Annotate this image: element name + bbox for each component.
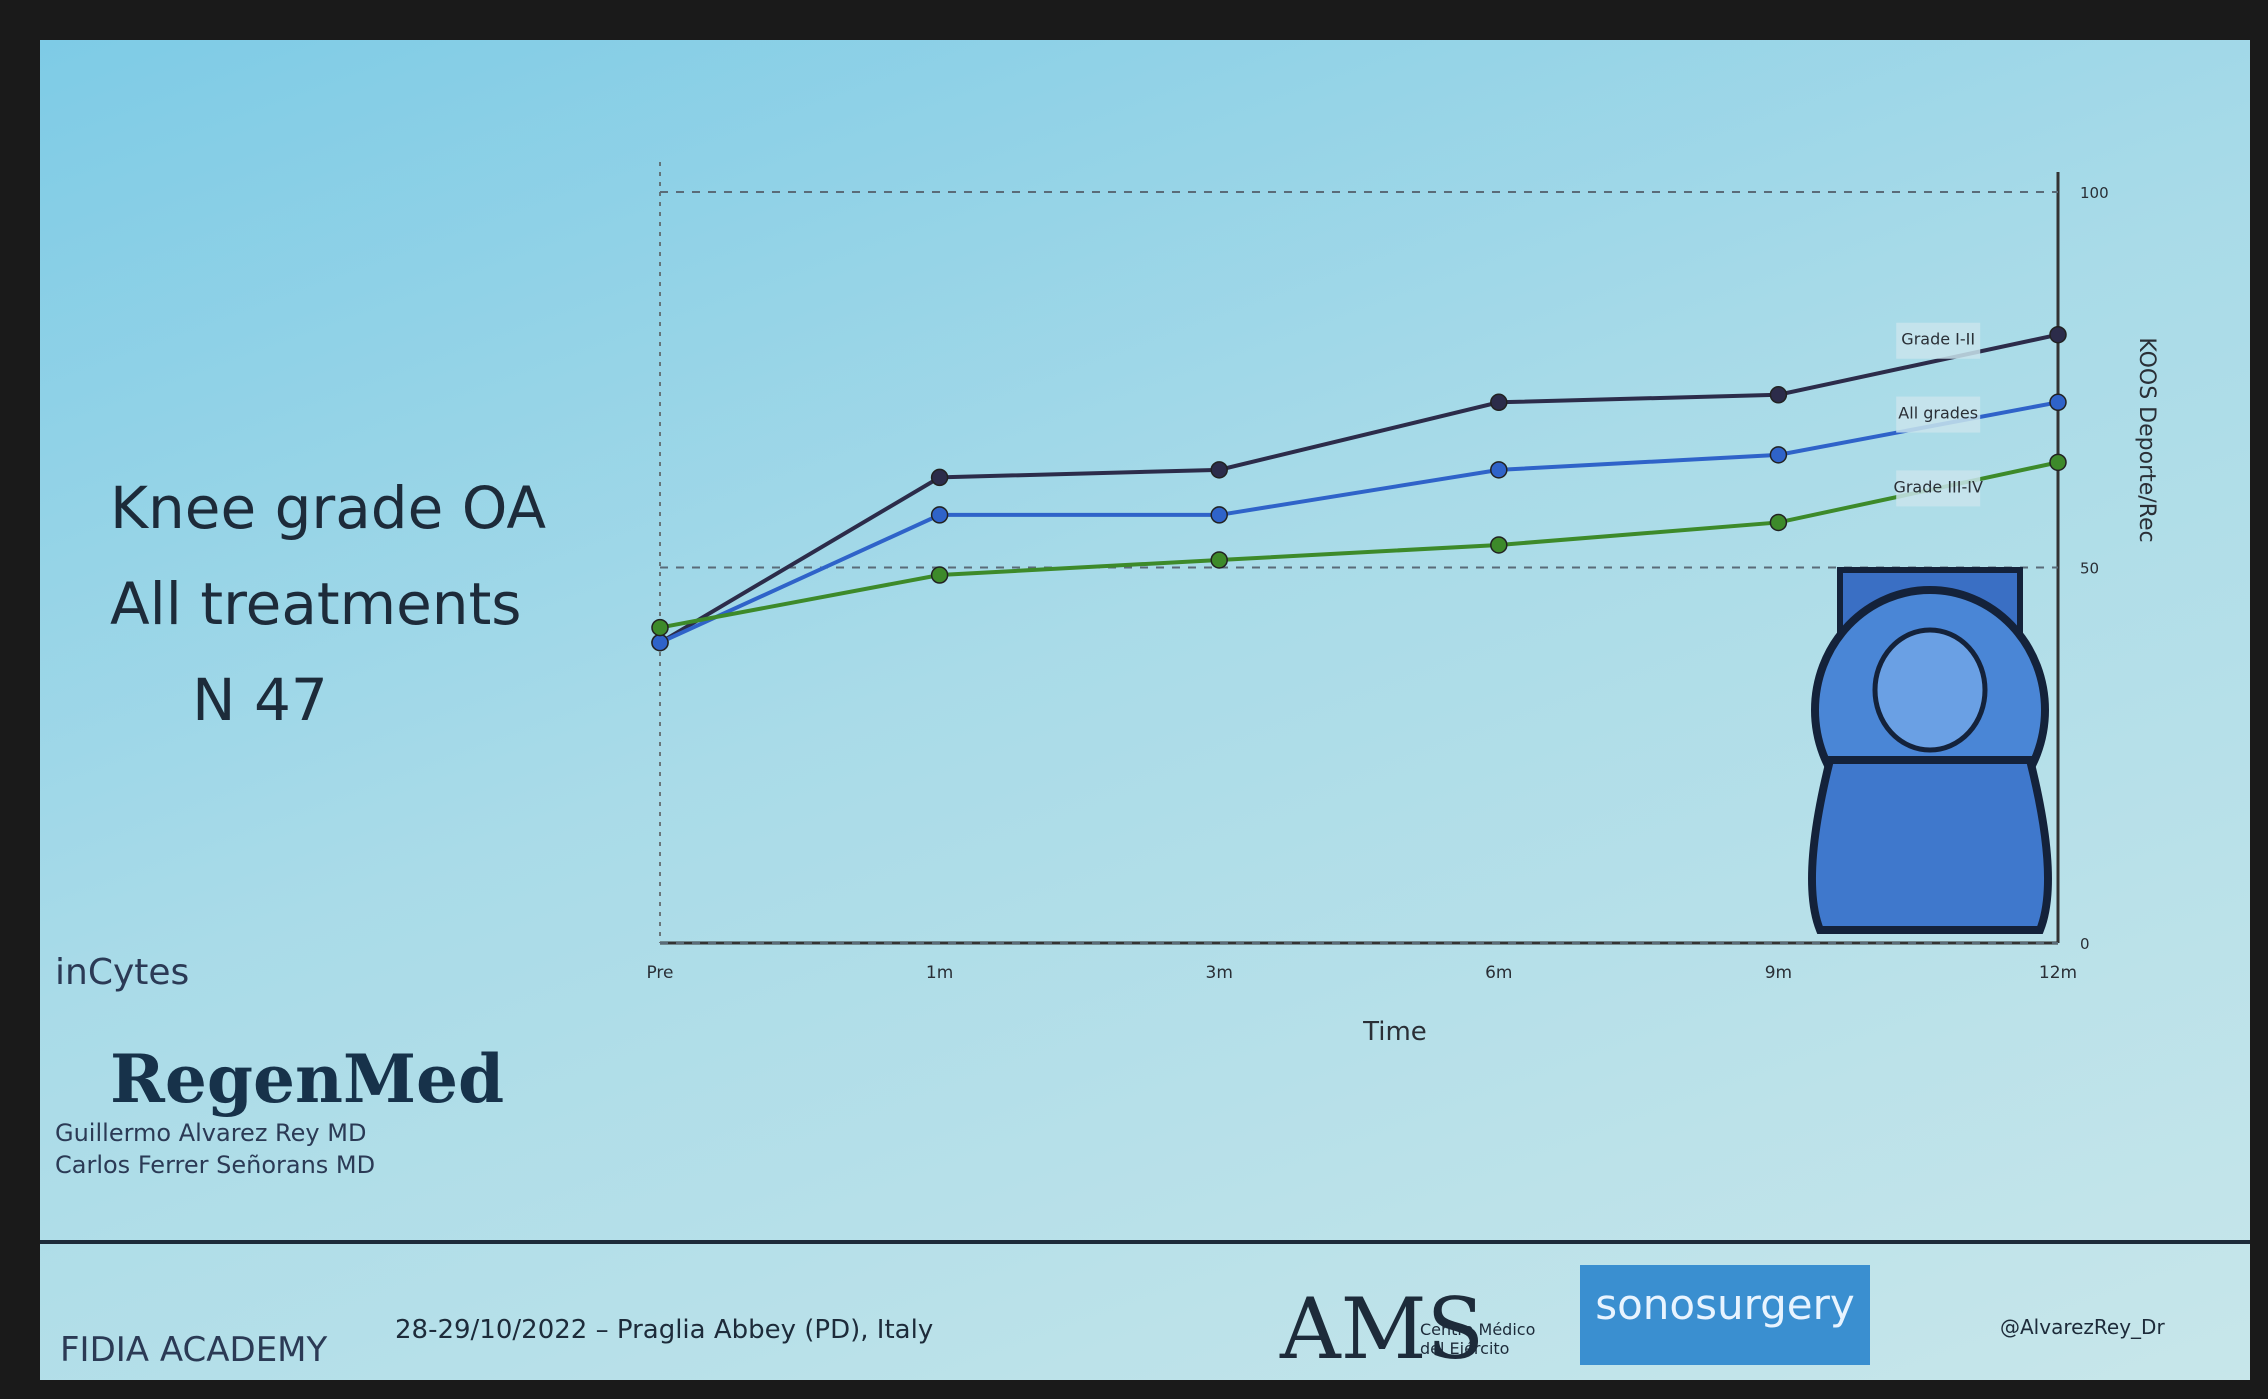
data-point bbox=[932, 469, 948, 485]
data-point bbox=[1770, 387, 1786, 403]
data-point bbox=[1491, 462, 1507, 478]
data-point bbox=[1770, 514, 1786, 530]
y-tick-label: 100 bbox=[2080, 184, 2109, 202]
x-tick-label: 3m bbox=[1206, 963, 1233, 983]
x-tick-label: 12m bbox=[2039, 963, 2077, 983]
data-point bbox=[1491, 394, 1507, 410]
data-point bbox=[652, 635, 668, 651]
data-point bbox=[2050, 454, 2066, 470]
data-point bbox=[652, 620, 668, 636]
data-point bbox=[1211, 507, 1227, 523]
legend-label: Grade III-IV bbox=[1893, 477, 1983, 496]
chart: 0 50 100 Pre 1m 3m 6m 9m 12m Grade I-II All grades… bbox=[0, 0, 2268, 1399]
x-tick-label: 1m bbox=[926, 963, 953, 983]
y-tick-label: 0 bbox=[2080, 935, 2090, 953]
legend-label: Grade I-II bbox=[1901, 330, 1975, 349]
y-tick-label: 50 bbox=[2080, 560, 2099, 578]
data-point bbox=[932, 567, 948, 583]
data-point bbox=[932, 507, 948, 523]
legend-label: All grades bbox=[1898, 404, 1978, 423]
knee-illustration bbox=[1812, 570, 2048, 930]
data-point bbox=[1211, 462, 1227, 478]
x-tick-label: 6m bbox=[1485, 963, 1512, 983]
data-point bbox=[2050, 327, 2066, 343]
x-tick-label: Pre bbox=[646, 963, 673, 983]
x-tick-label: 9m bbox=[1765, 963, 1792, 983]
y-axis-label: KOOS Deporte/Rec bbox=[2134, 337, 2159, 542]
x-axis-label: Time bbox=[1362, 1017, 1427, 1047]
data-point bbox=[2050, 394, 2066, 410]
data-point bbox=[1211, 552, 1227, 568]
data-point bbox=[1770, 447, 1786, 463]
data-point bbox=[1491, 537, 1507, 553]
page: {"chart_data": {"type": "line", "categor… bbox=[0, 0, 2268, 1399]
